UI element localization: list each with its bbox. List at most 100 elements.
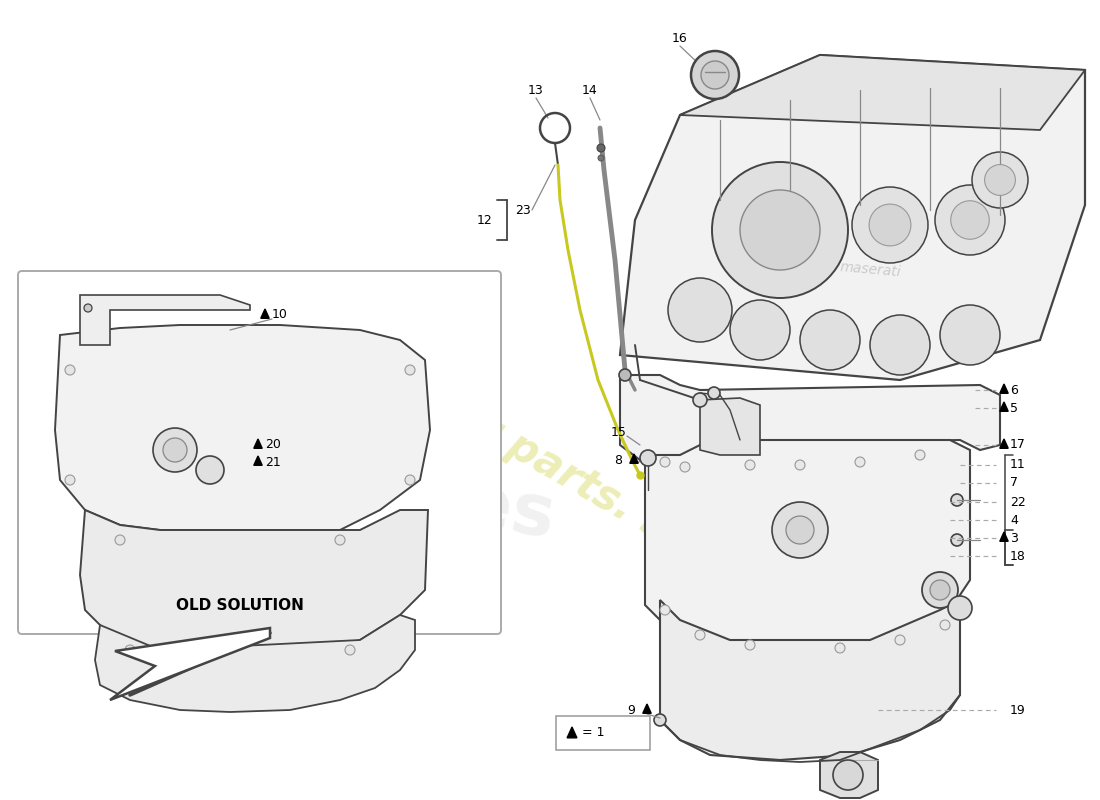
FancyBboxPatch shape xyxy=(18,271,500,634)
Circle shape xyxy=(950,201,989,239)
Text: 11: 11 xyxy=(1010,458,1025,471)
Polygon shape xyxy=(820,752,878,798)
Circle shape xyxy=(869,204,911,246)
Circle shape xyxy=(654,714,666,726)
Circle shape xyxy=(795,460,805,470)
Polygon shape xyxy=(254,439,262,448)
Circle shape xyxy=(952,494,962,506)
Circle shape xyxy=(984,165,1015,195)
Circle shape xyxy=(640,450,656,466)
Circle shape xyxy=(712,162,848,298)
Polygon shape xyxy=(620,375,1000,465)
Circle shape xyxy=(935,185,1005,255)
Circle shape xyxy=(870,315,930,375)
Polygon shape xyxy=(620,55,1085,380)
Circle shape xyxy=(597,144,605,152)
Polygon shape xyxy=(680,55,1085,130)
Circle shape xyxy=(163,438,187,462)
Polygon shape xyxy=(700,398,760,455)
Text: a passion for parts. Shop: a passion for parts. Shop xyxy=(224,264,756,596)
Text: 6: 6 xyxy=(1010,383,1018,397)
Circle shape xyxy=(405,475,415,485)
Polygon shape xyxy=(80,295,250,345)
Circle shape xyxy=(65,475,75,485)
Circle shape xyxy=(835,643,845,653)
Circle shape xyxy=(693,393,707,407)
Text: 19: 19 xyxy=(1010,703,1025,717)
Text: 16: 16 xyxy=(672,31,688,45)
Circle shape xyxy=(730,300,790,360)
Circle shape xyxy=(345,645,355,655)
Polygon shape xyxy=(1000,384,1009,394)
Polygon shape xyxy=(1000,532,1009,542)
Circle shape xyxy=(153,428,197,472)
Polygon shape xyxy=(1000,402,1009,411)
Text: 3: 3 xyxy=(1010,531,1018,545)
Polygon shape xyxy=(642,704,651,714)
Text: 23: 23 xyxy=(515,203,530,217)
Circle shape xyxy=(940,305,1000,365)
Circle shape xyxy=(833,760,864,790)
Circle shape xyxy=(336,535,345,545)
Polygon shape xyxy=(261,309,270,318)
Text: eurospares: eurospares xyxy=(99,406,561,554)
Text: 22: 22 xyxy=(1010,495,1025,509)
Text: 21: 21 xyxy=(265,455,280,469)
Circle shape xyxy=(196,456,224,484)
Text: = 1: = 1 xyxy=(582,726,605,739)
Text: 20: 20 xyxy=(265,438,280,451)
Polygon shape xyxy=(55,325,430,530)
Circle shape xyxy=(940,620,950,630)
Circle shape xyxy=(922,572,958,608)
Text: 14: 14 xyxy=(582,83,598,97)
Circle shape xyxy=(948,596,972,620)
Circle shape xyxy=(116,535,125,545)
Text: maserati: maserati xyxy=(839,260,901,280)
Text: 8: 8 xyxy=(614,454,622,466)
Polygon shape xyxy=(110,628,270,700)
Circle shape xyxy=(786,516,814,544)
Circle shape xyxy=(745,460,755,470)
Circle shape xyxy=(701,61,729,89)
Circle shape xyxy=(745,640,755,650)
Text: 4: 4 xyxy=(1010,514,1018,526)
Circle shape xyxy=(660,605,670,615)
Polygon shape xyxy=(254,456,262,466)
Circle shape xyxy=(598,155,604,161)
Polygon shape xyxy=(645,440,970,645)
Circle shape xyxy=(855,457,865,467)
Text: 17: 17 xyxy=(1010,438,1026,451)
Polygon shape xyxy=(660,600,960,760)
Polygon shape xyxy=(630,454,638,463)
Circle shape xyxy=(772,502,828,558)
Circle shape xyxy=(125,645,135,655)
Circle shape xyxy=(619,369,631,381)
Circle shape xyxy=(852,187,928,263)
Circle shape xyxy=(930,580,950,600)
Circle shape xyxy=(895,635,905,645)
Text: 15: 15 xyxy=(612,426,627,438)
Circle shape xyxy=(405,365,415,375)
Polygon shape xyxy=(80,510,428,655)
Circle shape xyxy=(915,450,925,460)
Text: 10: 10 xyxy=(272,309,288,322)
Circle shape xyxy=(668,278,732,342)
Circle shape xyxy=(84,304,92,312)
Text: 12: 12 xyxy=(476,214,492,226)
Polygon shape xyxy=(568,727,576,738)
Polygon shape xyxy=(95,615,415,712)
Circle shape xyxy=(952,534,962,546)
Text: 7: 7 xyxy=(1010,477,1018,490)
Circle shape xyxy=(740,190,820,270)
FancyBboxPatch shape xyxy=(556,716,650,750)
Polygon shape xyxy=(1000,439,1009,448)
Text: OLD SOLUTION: OLD SOLUTION xyxy=(176,598,304,613)
Text: 9: 9 xyxy=(627,703,635,717)
Circle shape xyxy=(691,51,739,99)
Circle shape xyxy=(65,365,75,375)
Circle shape xyxy=(680,462,690,472)
Circle shape xyxy=(660,457,670,467)
Circle shape xyxy=(972,152,1028,208)
Circle shape xyxy=(800,310,860,370)
Text: 18: 18 xyxy=(1010,550,1026,562)
